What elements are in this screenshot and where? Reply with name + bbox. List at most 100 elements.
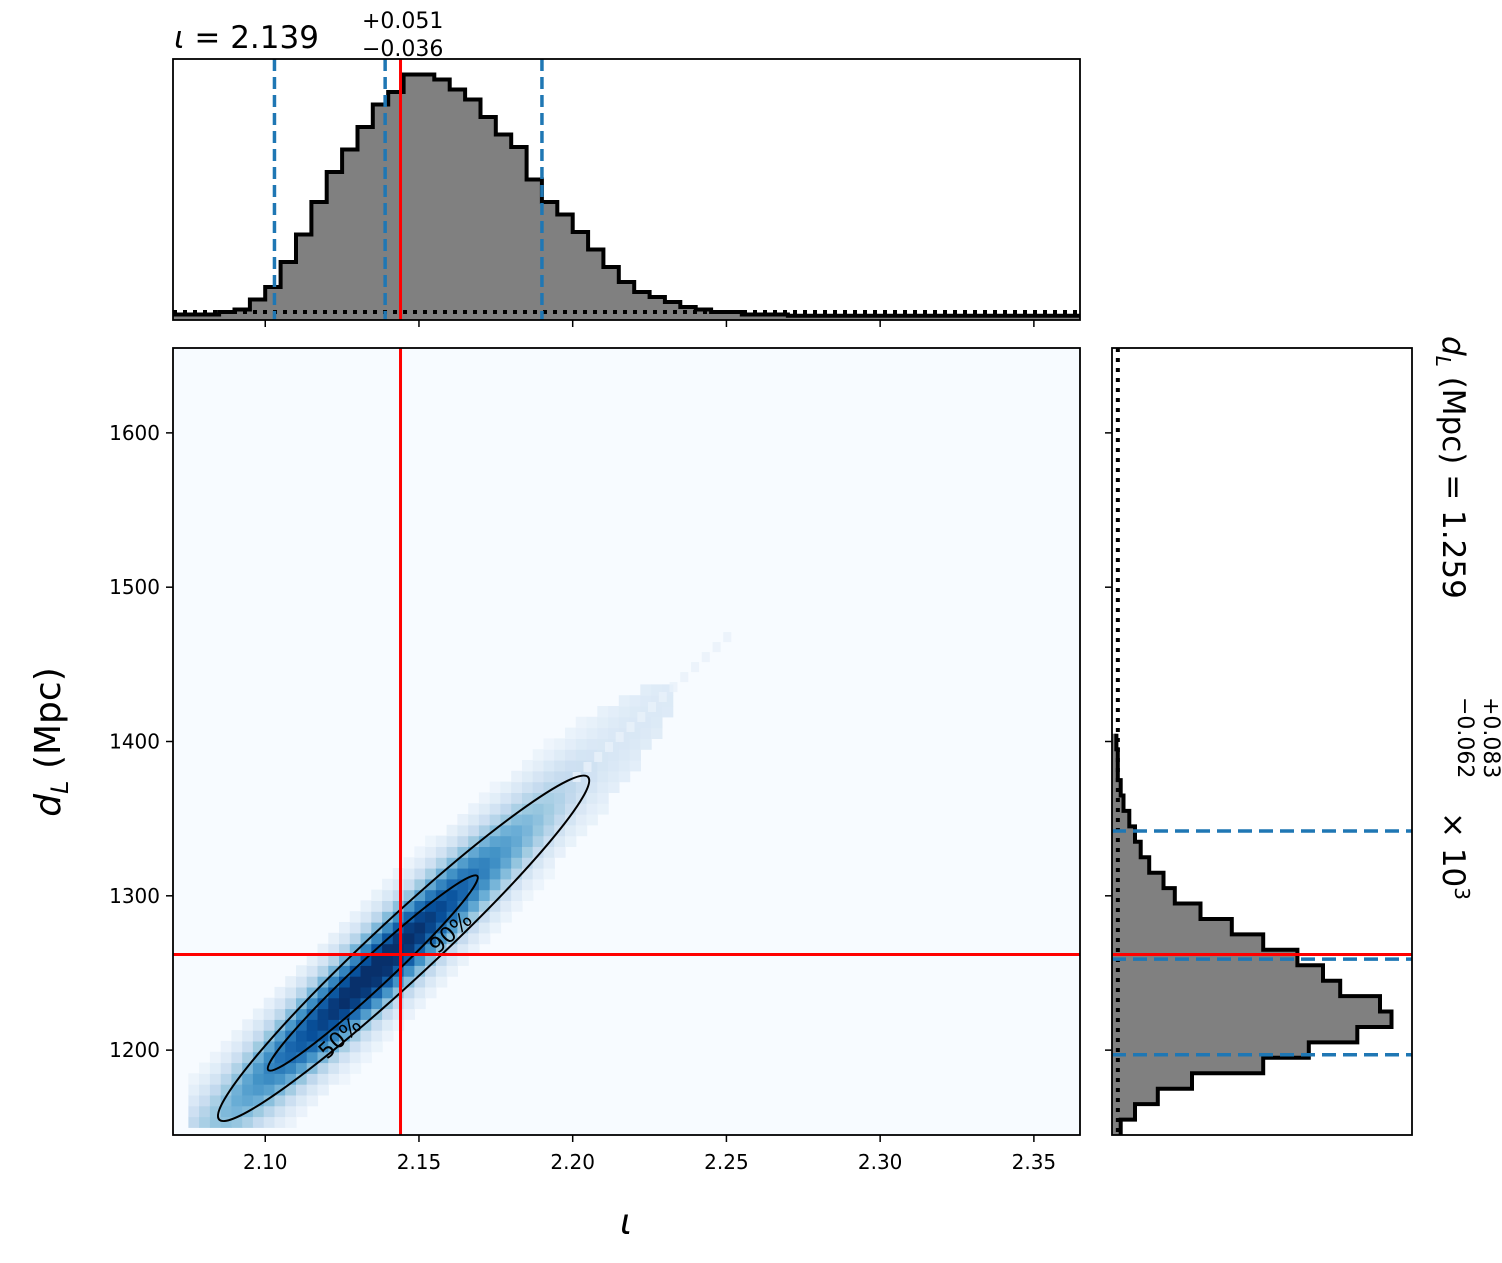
heatmap-cell — [296, 997, 308, 1010]
heatmap-cell — [500, 868, 512, 880]
heatmap-cell — [285, 1073, 297, 1085]
heatmap-cell — [522, 868, 534, 880]
heatmap-cell — [500, 900, 512, 912]
joint-ticks: 2.10 2.15 2.20 2.25 2.30 2.35 1200 1300 1400 1500… — [109, 421, 1056, 1174]
heatmap-cell — [242, 1051, 254, 1064]
heatmap-cell — [468, 889, 480, 901]
heatmap-cell — [317, 954, 329, 966]
heatmap-cell — [199, 1116, 211, 1128]
heatmap-cell — [360, 1030, 372, 1042]
heatmap-cell — [382, 922, 394, 934]
heatmap-cell — [274, 1062, 286, 1074]
heatmap-cell — [629, 706, 641, 718]
heatmap-cell — [608, 706, 620, 718]
heatmap-cell — [575, 738, 588, 750]
heatmap-cell — [263, 1073, 276, 1085]
heatmap-cell — [360, 911, 372, 923]
heatmap-cell — [446, 900, 458, 912]
heatmap-cell — [640, 738, 652, 750]
heatmap-cell — [263, 1094, 276, 1107]
heatmap-cell — [457, 846, 469, 858]
heatmap-cell — [489, 781, 502, 793]
heatmap-cell — [371, 986, 383, 999]
heatmap-cell — [209, 1084, 222, 1096]
heatmap-cell — [339, 1051, 351, 1064]
heatmap-cell — [414, 922, 426, 934]
heatmap-cell — [242, 1019, 254, 1031]
heatmap-cell — [220, 1116, 233, 1128]
heatmap-cell — [522, 792, 534, 804]
heatmap-cell — [360, 954, 372, 966]
heatmap-cell — [597, 781, 609, 793]
heatmap-cell — [382, 1019, 394, 1031]
heatmap-cell — [252, 1019, 265, 1031]
heatmap-cell — [511, 835, 523, 847]
heatmap-cell — [349, 1030, 362, 1042]
heatmap-cell — [597, 716, 609, 729]
joint-panel: 50%90% 2.10 2.15 2.20 2.25 2.30 2.35120013001… — [28, 347, 1081, 1243]
heatmap-cell — [425, 889, 437, 901]
heatmap-cell — [188, 1084, 200, 1096]
heatmap-cell — [317, 986, 329, 999]
heatmap-cell — [317, 997, 329, 1010]
heatmap-cell — [565, 770, 577, 783]
heatmap-cell — [209, 1116, 222, 1128]
heatmap-cell — [349, 1008, 362, 1020]
heatmap-cell — [522, 781, 534, 793]
heatmap-cell — [263, 1084, 276, 1096]
heatmap-cell — [457, 857, 469, 869]
heatmap-cell — [468, 900, 480, 912]
heatmap-cell — [532, 803, 545, 815]
heatmap-cell — [188, 1116, 200, 1128]
heatmap-cell — [583, 762, 592, 772]
heatmap-cell — [543, 857, 555, 869]
heatmap-cell — [500, 878, 512, 891]
heatmap-cell — [242, 1040, 254, 1053]
x-tick-label: 2.35 — [1012, 1150, 1057, 1174]
heatmap-cell — [435, 857, 448, 869]
heatmap-cell — [296, 986, 308, 999]
iota-marker-lines — [272, 59, 544, 320]
heatmap-cell — [263, 1030, 276, 1042]
heatmap-cell — [199, 1073, 211, 1085]
heatmap-cell — [339, 965, 351, 977]
heatmap-cell — [317, 1073, 329, 1085]
dl-histogram — [1112, 348, 1394, 1135]
heatmap-cell — [457, 889, 469, 901]
heatmap-cell — [285, 1105, 297, 1118]
heatmap-cell — [188, 1094, 200, 1107]
heatmap-cell — [382, 976, 394, 988]
heatmap-cell — [339, 1019, 351, 1031]
heatmap-cell — [435, 878, 448, 891]
heatmap-cell — [360, 1019, 372, 1031]
heatmap-cell — [554, 738, 566, 750]
joint-truth-lines — [173, 348, 1080, 1135]
heatmap-cell — [339, 1040, 351, 1053]
heatmap-cell — [392, 976, 405, 988]
heatmap-cell — [285, 1051, 297, 1064]
heatmap-cell — [414, 857, 426, 869]
heatmap-cell — [252, 1008, 265, 1020]
heatmap-cell — [403, 986, 415, 999]
heatmap-cell — [446, 846, 458, 858]
heatmap-cell — [511, 770, 523, 783]
heatmap-cell — [658, 692, 667, 702]
heatmap-cell — [231, 1116, 243, 1128]
heatmap-cell — [651, 716, 663, 729]
heatmap-cell — [554, 846, 566, 858]
heatmap-cell — [371, 965, 383, 977]
heatmap-cell — [274, 1019, 286, 1031]
heatmap-cell — [618, 770, 631, 783]
heatmap-cell — [231, 1040, 243, 1053]
heatmap-cell — [489, 857, 502, 869]
heatmap-cell — [339, 932, 351, 945]
heatmap-cell — [446, 965, 458, 977]
heatmap-cell — [371, 1040, 383, 1053]
heatmap-cell — [478, 846, 491, 858]
heatmap-cell — [285, 1008, 297, 1020]
heatmap-cell — [285, 1094, 297, 1107]
heatmap-cell — [586, 792, 598, 804]
heatmap-cell — [522, 846, 534, 858]
heatmap-cell — [712, 642, 721, 653]
heatmap-cell — [360, 922, 372, 934]
